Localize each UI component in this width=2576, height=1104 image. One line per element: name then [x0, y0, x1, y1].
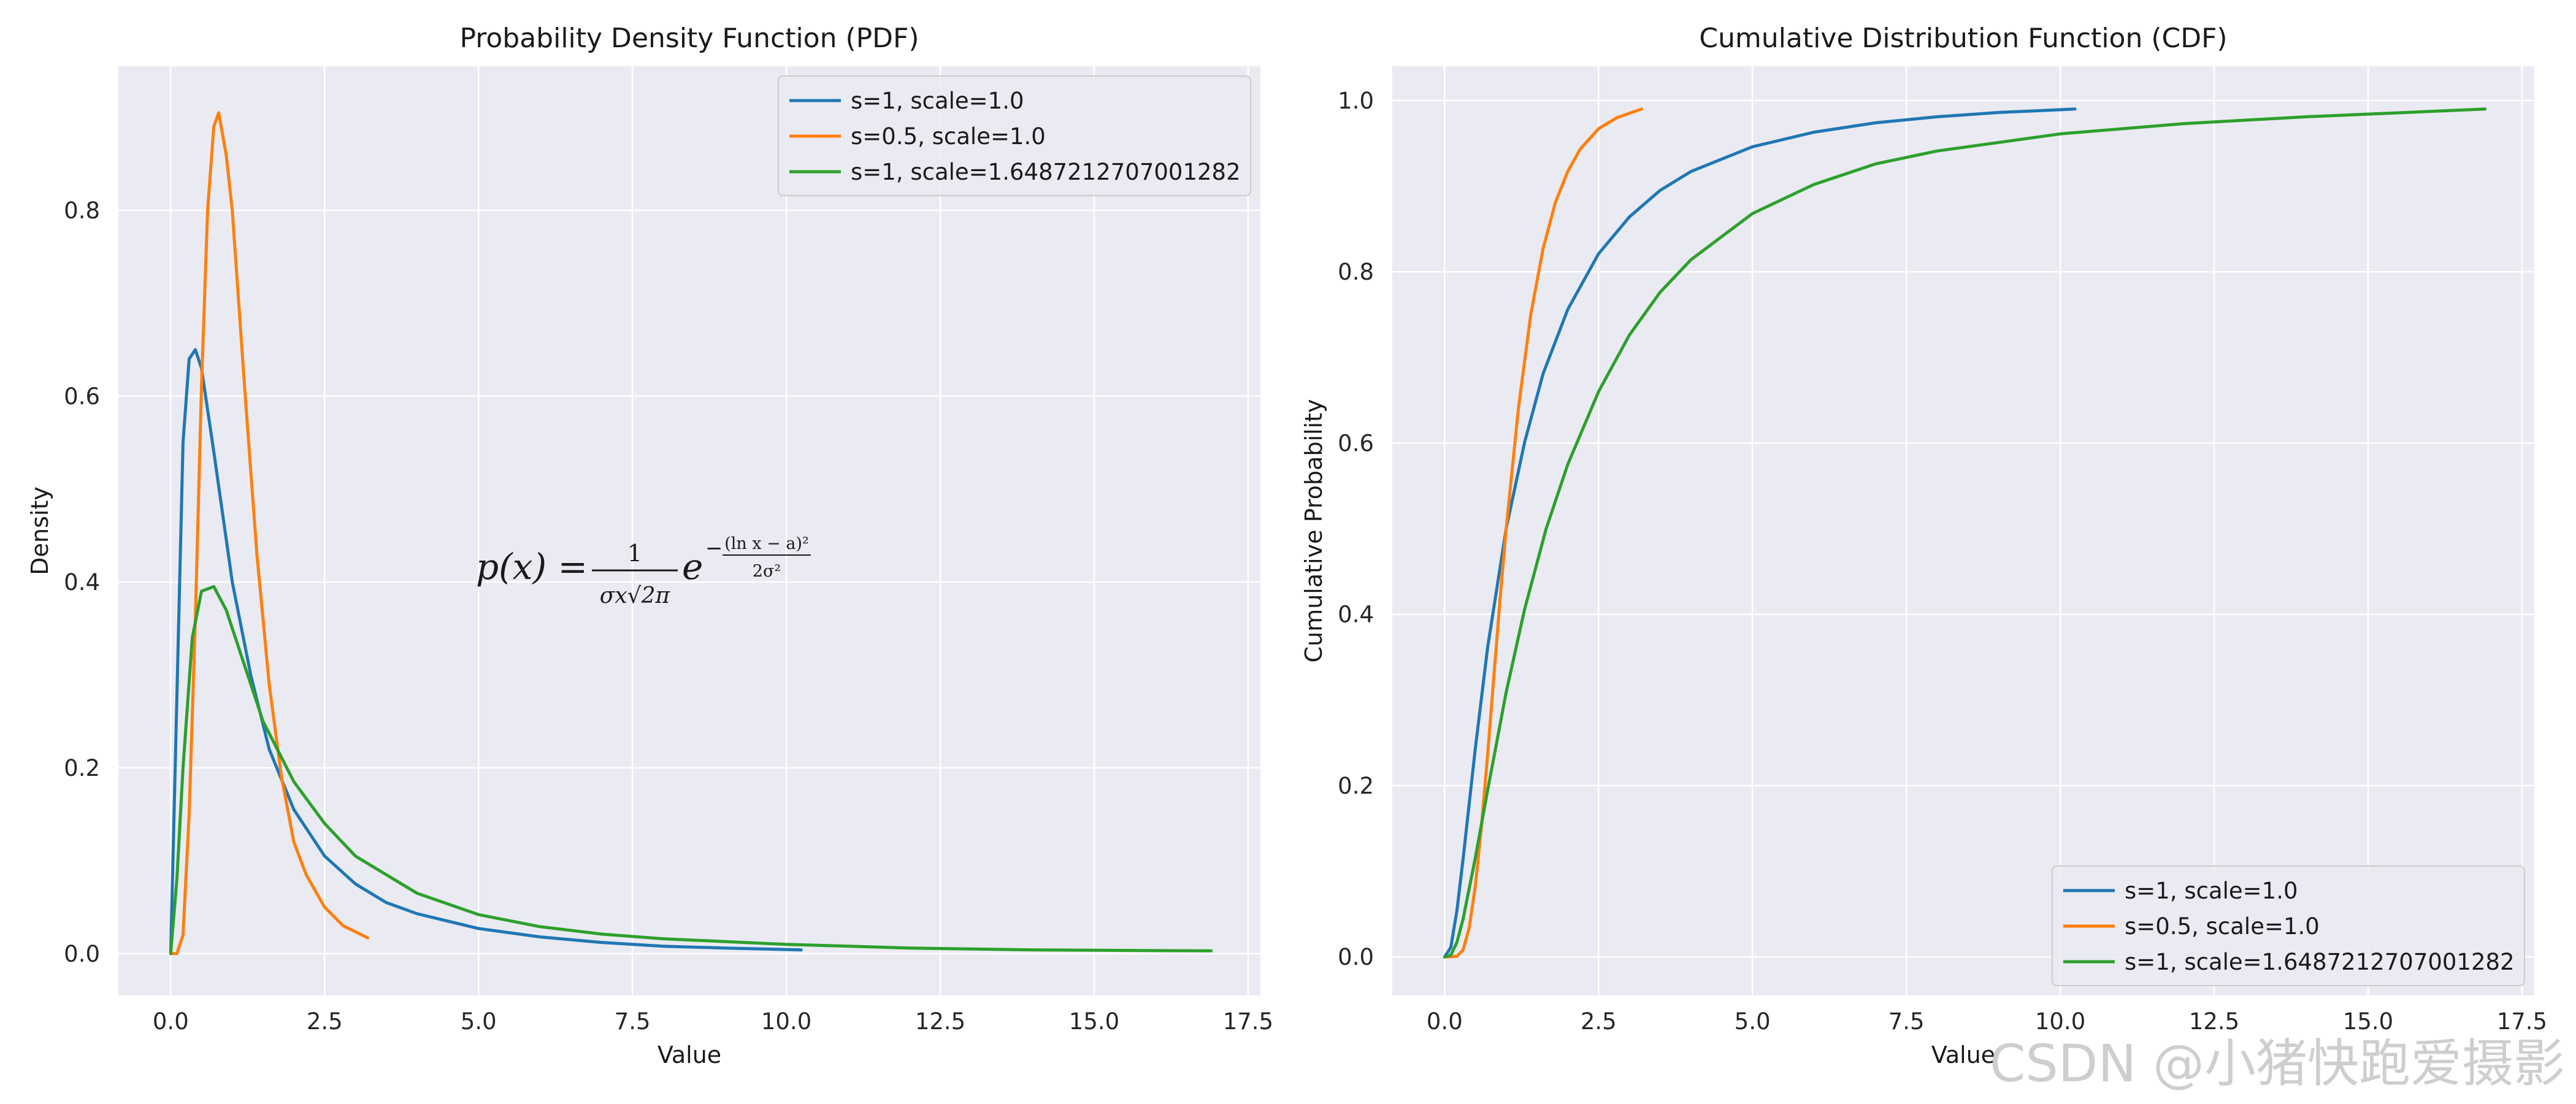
- x-tick-label: 10.0: [761, 1008, 811, 1035]
- x-tick-label: 17.5: [2497, 1008, 2547, 1035]
- formula-exp-denominator: 2σ²: [753, 562, 781, 581]
- y-tick-label: 0.0: [64, 941, 100, 967]
- x-tick-label: 0.0: [153, 1008, 189, 1035]
- series-line-1: [169, 348, 803, 956]
- pdf-formula: p(x) = 1 σx√2π e − (ln x − a)² 2σ²: [476, 534, 811, 608]
- y-tick-label: 1.0: [1338, 88, 1374, 114]
- x-tick-label: 10.0: [2035, 1008, 2085, 1035]
- x-tick-label: 2.5: [307, 1008, 343, 1035]
- y-axis-label: Cumulative Probability: [1300, 399, 1327, 663]
- chart-title: Probability Density Function (PDF): [459, 23, 919, 54]
- x-tick-label: 7.5: [615, 1008, 651, 1035]
- y-tick-label: 0.4: [1338, 602, 1374, 628]
- x-tick-label: 17.5: [1223, 1008, 1273, 1035]
- legend-label-3: s=1, scale=1.6487212707001282: [851, 159, 1241, 185]
- legend: s=1, scale=1.0 s=0.5, scale=1.0 s=1, scale…: [2052, 865, 2525, 986]
- chart-panel-1: 0.0 2.5 5.0 7.5 10.0 12.5 15.0 17.5 0.0 0.2 0.4 0.6…: [26, 23, 1273, 1068]
- legend-label-2: s=0.5, scale=1.0: [851, 123, 1046, 150]
- x-tick-label: 12.5: [915, 1008, 965, 1035]
- y-tick-label: 0.2: [64, 755, 100, 781]
- series-line-2: [169, 111, 369, 956]
- x-tick-label: 2.5: [1581, 1008, 1617, 1035]
- x-tick-label: 5.0: [1735, 1008, 1771, 1035]
- x-tick-label: 5.0: [461, 1008, 497, 1035]
- legend-label-1: s=1, scale=1.0: [2125, 878, 2298, 904]
- legend-label-3: s=1, scale=1.6487212707001282: [2125, 949, 2515, 975]
- x-axis-label: Value: [1931, 1041, 1995, 1068]
- series-line-3: [1443, 107, 2487, 959]
- x-axis-label: Value: [657, 1041, 721, 1068]
- formula-lhs: p(x) =: [476, 546, 588, 588]
- y-tick-label: 0.0: [1338, 944, 1374, 970]
- legend-box: [778, 75, 1251, 196]
- series-line-3: [169, 585, 1213, 956]
- chart-title: Cumulative Distribution Function (CDF): [1699, 23, 2227, 54]
- series-line-1: [1443, 107, 2077, 959]
- series-line-2: [1443, 107, 1643, 959]
- plot-background: [1392, 66, 2534, 995]
- x-tick-label: 7.5: [1888, 1008, 1925, 1035]
- y-tick-label: 0.6: [64, 383, 100, 410]
- y-tick-label: 0.8: [64, 197, 100, 224]
- x-tick-label: 0.0: [1427, 1008, 1463, 1035]
- x-tick-label: 12.5: [2189, 1008, 2239, 1035]
- formula-exp-numerator: (ln x − a)²: [724, 534, 809, 553]
- y-axis-label: Density: [26, 486, 53, 575]
- formula-exp-sign: −: [705, 536, 723, 561]
- legend-label-2: s=0.5, scale=1.0: [2125, 913, 2320, 940]
- formula-base: e: [682, 546, 703, 588]
- watermark: CSDN @小猪快跑爱摄影: [1989, 1033, 2565, 1094]
- y-tick-label: 0.8: [1338, 259, 1374, 285]
- plot-background: [118, 66, 1260, 995]
- y-tick-label: 0.4: [64, 569, 100, 596]
- y-tick-label: 0.2: [1338, 773, 1374, 799]
- legend: s=1, scale=1.0 s=0.5, scale=1.0 s=1, scale…: [778, 75, 1251, 196]
- y-tick-label: 0.6: [1338, 430, 1374, 456]
- x-tick-label: 15.0: [1069, 1008, 1119, 1035]
- formula-numerator: 1: [627, 540, 642, 567]
- chart-panel-2: 0.0 2.5 5.0 7.5 10.0 12.5 15.0 17.5 0.0 0.2 0.4 0.6…: [1300, 23, 2547, 1068]
- legend-label-1: s=1, scale=1.0: [851, 88, 1024, 114]
- formula-denominator: σx√2π: [600, 583, 671, 608]
- x-tick-label: 15.0: [2343, 1008, 2393, 1035]
- legend-box: [2052, 865, 2525, 986]
